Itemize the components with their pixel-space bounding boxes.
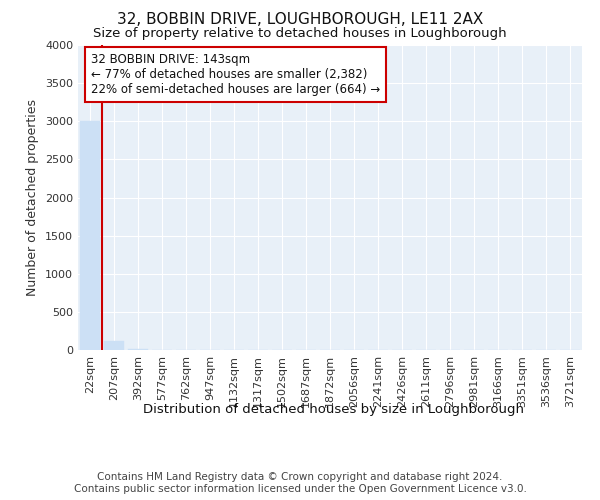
Text: 32 BOBBIN DRIVE: 143sqm
← 77% of detached houses are smaller (2,382)
22% of semi: 32 BOBBIN DRIVE: 143sqm ← 77% of detache… [91, 52, 380, 96]
Text: Size of property relative to detached houses in Loughborough: Size of property relative to detached ho… [93, 28, 507, 40]
Y-axis label: Number of detached properties: Number of detached properties [26, 99, 40, 296]
Bar [104, 341, 124, 350]
Text: Contains public sector information licensed under the Open Government Licence v3: Contains public sector information licen… [74, 484, 526, 494]
Bar [80, 122, 100, 350]
Text: 32, BOBBIN DRIVE, LOUGHBOROUGH, LE11 2AX: 32, BOBBIN DRIVE, LOUGHBOROUGH, LE11 2AX [117, 12, 483, 28]
Text: Contains HM Land Registry data © Crown copyright and database right 2024.: Contains HM Land Registry data © Crown c… [97, 472, 503, 482]
Text: Distribution of detached houses by size in Loughborough: Distribution of detached houses by size … [143, 402, 523, 415]
